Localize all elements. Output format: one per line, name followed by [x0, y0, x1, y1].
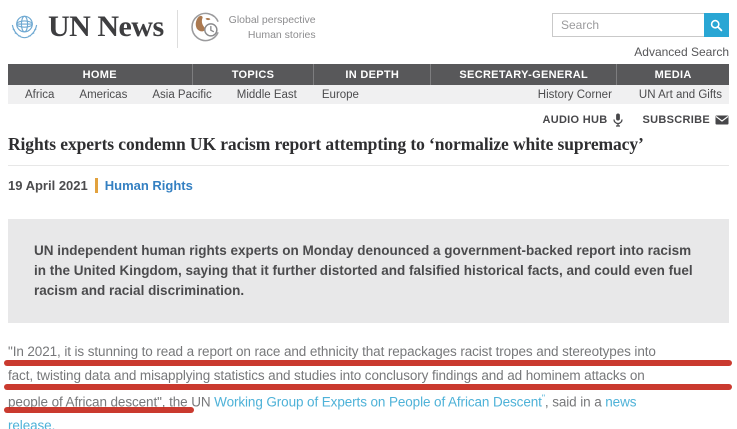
quote-line-1: "In 2021, it is stunning to read a repor… [8, 344, 656, 359]
news-release-link[interactable]: news [605, 394, 637, 410]
subnav-regions: Africa Americas Asia Pacific Middle East… [8, 89, 359, 101]
search-area: Advanced Search [552, 10, 729, 59]
search-icon [710, 19, 723, 31]
news-release-link-continued[interactable]: release. [8, 418, 56, 429]
nav-item-secretary-general[interactable]: SECRETARY-GENERAL [431, 64, 618, 85]
microphone-icon [612, 113, 623, 127]
working-group-link[interactable]: Working Group of Experts on People of Af… [214, 394, 542, 410]
un-emblem-icon [11, 15, 38, 39]
quote-line-4: release. [8, 414, 729, 429]
brand-block[interactable]: UN News [8, 10, 164, 43]
nav-item-topics[interactable]: TOPICS [193, 64, 315, 85]
site-title[interactable]: UN News [48, 9, 164, 43]
meta-divider [94, 178, 98, 193]
subnav-item-middle-east[interactable]: Middle East [236, 88, 297, 101]
subnav-item-africa[interactable]: Africa [25, 88, 55, 101]
article-date: 19 April 2021 [8, 178, 88, 193]
category-link[interactable]: Human Rights [104, 178, 193, 193]
quote-line-3: people of African descent", the UN Worki… [8, 393, 637, 410]
site-tagline: Global perspective Human stories [228, 14, 316, 41]
red-underline-annotation-1 [4, 360, 732, 366]
subscribe-link[interactable]: SUBSCRIBE [643, 114, 730, 126]
audio-hub-link[interactable]: AUDIO HUB [542, 113, 623, 127]
subnav-item-un-art-and-gifts[interactable]: UN Art and Gifts [638, 88, 722, 101]
subnav-item-history-corner[interactable]: History Corner [537, 88, 612, 101]
subnav-item-asia-pacific[interactable]: Asia Pacific [152, 88, 212, 101]
utility-row: AUDIO HUB SUBSCRIBE [0, 104, 737, 131]
red-underline-annotation-3 [4, 407, 194, 413]
article-quote: "In 2021, it is stunning to read a repor… [4, 340, 732, 429]
site-header: UN News Global perspective Human stories [0, 0, 737, 62]
search-input[interactable] [552, 13, 704, 37]
envelope-icon [715, 115, 729, 125]
subnav-extras: History Corner UN Art and Gifts [538, 89, 729, 101]
article-meta: 19 April 2021 Human Rights [8, 178, 729, 193]
nav-item-in-depth[interactable]: IN DEPTH [314, 64, 432, 85]
subnav-item-americas[interactable]: Americas [79, 88, 128, 101]
quote-mark-superscript: " [541, 393, 545, 403]
search-button[interactable] [704, 13, 729, 37]
globe-clock-icon [190, 12, 219, 42]
nav-item-home[interactable]: HOME [8, 64, 193, 85]
article-summary: UN independent human rights experts on M… [8, 219, 729, 323]
advanced-search-link[interactable]: Advanced Search [634, 45, 729, 59]
header-divider [176, 10, 178, 48]
main-nav: HOME TOPICS IN DEPTH SECRETARY-GENERAL M… [8, 64, 729, 85]
red-underline-annotation-2 [4, 384, 732, 390]
subnav-item-europe[interactable]: Europe [321, 88, 359, 101]
quote-line-2: fact, twisting data and misapplying stat… [8, 367, 645, 383]
sub-nav: Africa Americas Asia Pacific Middle East… [8, 85, 729, 104]
nav-item-media[interactable]: MEDIA [654, 68, 692, 81]
article-title: Rights experts condemn UK racism report … [8, 134, 729, 166]
